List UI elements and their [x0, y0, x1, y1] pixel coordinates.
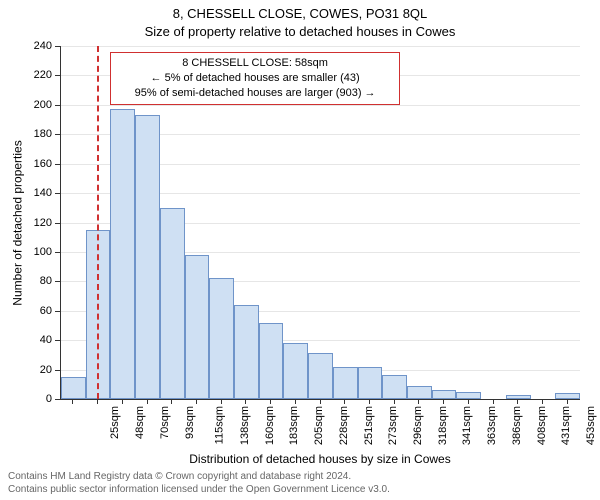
footer-attribution: Contains HM Land Registry data © Crown c… [8, 471, 592, 496]
x-tick [369, 399, 370, 404]
histogram-bar [259, 323, 284, 399]
y-tick-label: 140 [0, 187, 52, 199]
gridline-h [61, 46, 580, 47]
y-tick [55, 281, 60, 282]
x-tick-label: 453sqm [585, 406, 597, 445]
y-tick-label: 160 [0, 158, 52, 170]
y-tick [55, 105, 60, 106]
x-tick [72, 399, 73, 404]
x-tick [196, 399, 197, 404]
y-tick [55, 223, 60, 224]
x-tick-label: 25sqm [109, 406, 121, 439]
plot-area: 8 CHESSELL CLOSE: 58sqm← 5% of detached … [60, 46, 580, 400]
x-tick-label: 205sqm [313, 406, 325, 445]
y-tick [55, 252, 60, 253]
x-axis-title: Distribution of detached houses by size … [60, 452, 580, 466]
histogram-bar [308, 353, 333, 399]
y-tick [55, 340, 60, 341]
x-tick-label: 183sqm [288, 406, 300, 445]
y-tick [55, 370, 60, 371]
y-tick-label: 200 [0, 99, 52, 111]
y-tick-label: 40 [0, 334, 52, 346]
x-tick [418, 399, 419, 404]
histogram-bar [61, 377, 86, 399]
histogram-bar [160, 208, 185, 399]
histogram-bar [382, 375, 407, 399]
histogram-bar [407, 386, 432, 399]
x-tick [517, 399, 518, 404]
x-tick-label: 138sqm [239, 406, 251, 445]
y-tick-label: 100 [0, 246, 52, 258]
reference-marker [97, 46, 99, 399]
x-tick [295, 399, 296, 404]
y-tick-label: 60 [0, 305, 52, 317]
x-tick-label: 70sqm [159, 406, 171, 439]
y-tick [55, 399, 60, 400]
x-tick-label: 160sqm [264, 406, 276, 445]
x-tick-label: 386sqm [511, 406, 523, 445]
footer-line-1: Contains HM Land Registry data © Crown c… [8, 471, 592, 484]
x-tick-label: 251sqm [363, 406, 375, 445]
x-tick [171, 399, 172, 404]
annotation-line: ← 5% of detached houses are smaller (43) [117, 71, 394, 86]
x-tick-label: 341sqm [461, 406, 473, 445]
y-tick-label: 240 [0, 40, 52, 52]
x-tick [443, 399, 444, 404]
x-tick-label: 115sqm [214, 406, 226, 444]
x-tick [270, 399, 271, 404]
x-tick [493, 399, 494, 404]
chart-container: { "title": { "main": "8, CHESSELL CLOSE,… [0, 0, 600, 500]
y-tick [55, 46, 60, 47]
x-tick-label: 48sqm [134, 406, 146, 439]
y-tick [55, 164, 60, 165]
y-tick [55, 311, 60, 312]
x-tick [245, 399, 246, 404]
annotation-box: 8 CHESSELL CLOSE: 58sqm← 5% of detached … [110, 52, 401, 105]
x-tick [122, 399, 123, 404]
x-tick-label: 228sqm [338, 406, 350, 445]
x-tick-label: 318sqm [437, 406, 449, 445]
y-tick-label: 120 [0, 217, 52, 229]
y-tick-label: 220 [0, 69, 52, 81]
x-tick [97, 399, 98, 404]
y-tick-label: 80 [0, 275, 52, 287]
x-tick [344, 399, 345, 404]
histogram-bar [234, 305, 259, 399]
chart-title-sub: Size of property relative to detached ho… [0, 24, 600, 39]
y-tick [55, 134, 60, 135]
footer-line-2: Contains public sector information licen… [8, 484, 592, 497]
histogram-bar [358, 367, 383, 399]
x-tick-label: 296sqm [412, 406, 424, 445]
x-tick-label: 408sqm [536, 406, 548, 445]
y-tick-label: 180 [0, 128, 52, 140]
y-tick-label: 0 [0, 393, 52, 405]
x-tick [320, 399, 321, 404]
x-tick-label: 363sqm [486, 406, 498, 445]
histogram-bar [185, 255, 210, 399]
histogram-bar [456, 392, 481, 399]
x-tick-label: 431sqm [560, 406, 572, 445]
x-tick [221, 399, 222, 404]
x-tick [468, 399, 469, 404]
y-tick [55, 75, 60, 76]
x-tick-label: 273sqm [387, 406, 399, 445]
x-tick-label: 93sqm [184, 406, 196, 439]
x-tick [542, 399, 543, 404]
x-tick [567, 399, 568, 404]
histogram-bar [110, 109, 135, 399]
annotation-line: 95% of semi-detached houses are larger (… [117, 86, 394, 101]
annotation-line: 8 CHESSELL CLOSE: 58sqm [117, 56, 394, 71]
x-tick [147, 399, 148, 404]
gridline-h [61, 105, 580, 106]
histogram-bar [209, 278, 234, 399]
chart-title-main: 8, CHESSELL CLOSE, COWES, PO31 8QL [0, 6, 600, 21]
y-tick [55, 193, 60, 194]
histogram-bar [333, 367, 358, 399]
histogram-bar [432, 390, 457, 399]
y-tick-label: 20 [0, 364, 52, 376]
x-tick [394, 399, 395, 404]
histogram-bar [283, 343, 308, 399]
histogram-bar [135, 115, 160, 399]
